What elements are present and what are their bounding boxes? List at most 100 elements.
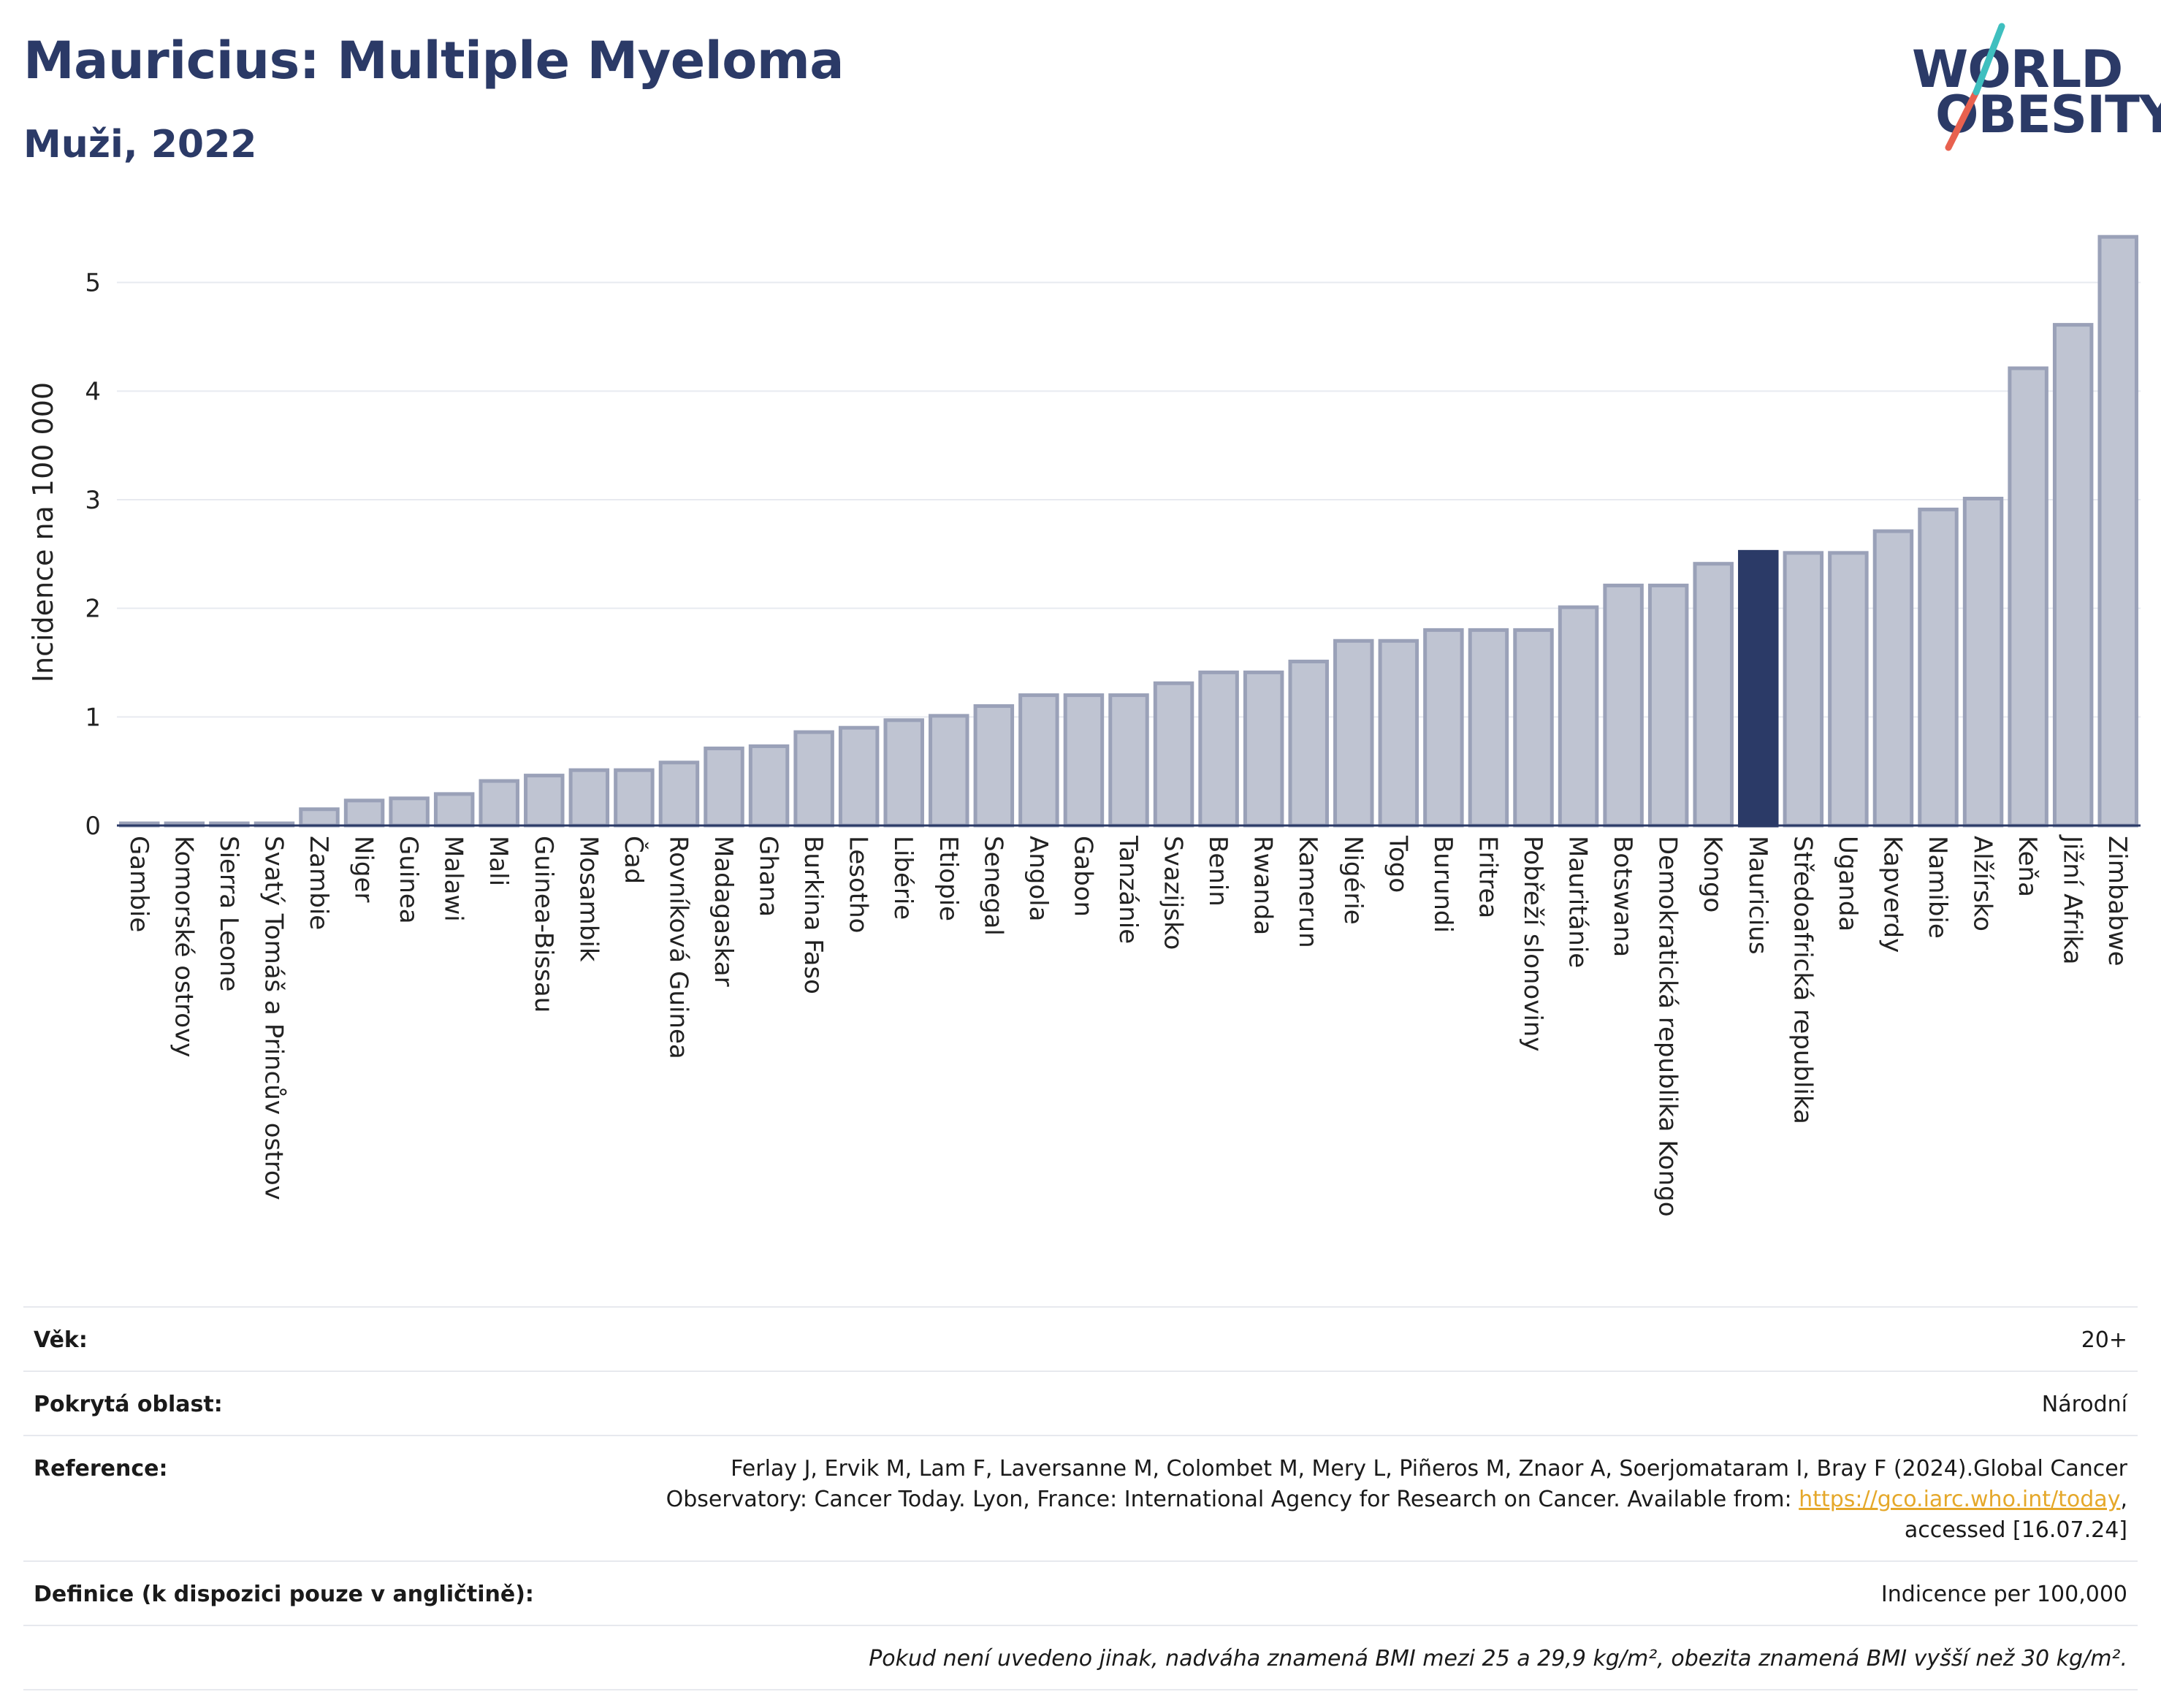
page-title: Mauricius: Multiple Myeloma (23, 31, 845, 91)
bar (1647, 583, 1689, 828)
bar (1288, 660, 1329, 828)
logo-slash-icon (1945, 23, 2005, 151)
bars (117, 235, 2141, 828)
x-tick-label: Svazijsko (1159, 836, 1188, 950)
reference-line-1: Ferlay J, Ervik M, Lam F, Laversanne M, … (731, 1456, 2127, 1482)
bar (1333, 638, 1374, 828)
y-tick-label: 5 (85, 269, 101, 298)
footnote-text: Pokud není uvedeno jinak, nadváha znamen… (869, 1646, 2127, 1671)
info-row-coverage: Pokrytá oblast: Národní (23, 1370, 2138, 1435)
bar (973, 704, 1015, 828)
x-tick-label: Středoafrická republika (1788, 836, 1817, 1124)
bar (524, 774, 565, 828)
bar (2008, 366, 2048, 828)
x-tick-label: Burundi (1428, 836, 1457, 933)
info-table: Věk: 20+ Pokrytá oblast: Národní Referen… (23, 1306, 2138, 1690)
y-axis-label: Incidence na 100 000 (27, 382, 59, 682)
x-tick-label: Lesotho (844, 836, 873, 933)
page-subtitle: Muži, 2022 (23, 123, 257, 167)
bar (2052, 323, 2094, 828)
x-tick-label: Jižní Afrika (2058, 834, 2087, 965)
x-tick-label: Zimbabwe (2103, 836, 2132, 967)
bar (1828, 551, 1869, 828)
x-tick-label: Gambie (124, 836, 153, 932)
bar (1063, 693, 1105, 828)
x-tick-label: Mali (484, 836, 513, 886)
x-tick-label: Gabon (1068, 836, 1097, 917)
bar (568, 768, 610, 828)
x-tick-label: Senegal (978, 836, 1007, 936)
y-tick-label: 1 (85, 703, 101, 732)
x-tick-label: Angola (1024, 836, 1053, 921)
bar (929, 714, 969, 828)
bar (1783, 551, 1824, 828)
reference-line-2-suffix: , (2120, 1487, 2127, 1512)
world-obesity-logo: WORLD OBESITY (1903, 22, 2161, 153)
x-tick-label: Keňa (2013, 836, 2042, 897)
x-tick-label: Guinea-Bissau (529, 836, 558, 1013)
bar-chart: 0 1 2 3 4 5 Gambie Komorské ostrovy Sierra Leon… (27, 235, 2141, 1217)
bar (299, 807, 340, 828)
x-tick-labels: Gambie Komorské ostrovy Sierra Leone Svatý … (124, 834, 2132, 1217)
bar (838, 725, 880, 828)
info-row-reference: Reference: Ferlay J, Ervik M, Lam F, Lav… (23, 1435, 2138, 1560)
y-tick-label: 3 (85, 486, 101, 515)
info-value: 20+ (2081, 1327, 2127, 1353)
bar (1378, 638, 1419, 828)
x-tick-label: Tanzánie (1113, 835, 1143, 944)
bar (1153, 681, 1194, 828)
x-tick-label: Svatý Tomáš a Princův ostrov (259, 836, 288, 1200)
info-footnote: Pokud není uvedeno jinak, nadváha znamen… (23, 1625, 2138, 1690)
x-tick-label: Zambie (304, 836, 333, 930)
info-row-age: Věk: 20+ (23, 1306, 2138, 1370)
y-tick-labels: 0 1 2 3 4 5 (85, 269, 101, 841)
x-tick-label: Demokratická republika Kongo (1653, 836, 1682, 1217)
bar (1108, 693, 1149, 828)
x-tick-label: Mauricius (1743, 836, 1772, 955)
bar (1243, 670, 1284, 828)
x-tick-label: Libérie (888, 836, 918, 920)
bar (1603, 583, 1644, 828)
bar (1018, 693, 1059, 828)
bar (1872, 529, 1914, 828)
bar (1423, 628, 1464, 828)
bar (479, 779, 519, 828)
x-tick-label: Rwanda (1249, 836, 1278, 935)
bar (658, 760, 700, 828)
logo-word-1: WORLD (1912, 39, 2123, 99)
x-tick-label: Nigérie (1338, 836, 1368, 925)
bar (1693, 562, 1734, 828)
reference-line-3: accessed [16.07.24] (1904, 1517, 2127, 1543)
info-label: Pokrytá oblast: (34, 1392, 223, 1417)
bar (1513, 628, 1554, 828)
x-tick-label: Uganda (1833, 836, 1862, 931)
x-tick-label: Malawi (439, 836, 468, 922)
bar (1918, 507, 1959, 828)
x-tick-label: Burkina Faso (799, 836, 828, 994)
x-tick-label: Etiopie (934, 836, 963, 921)
bar (1468, 628, 1509, 828)
x-tick-label: Mosambik (573, 836, 603, 962)
bar (614, 768, 655, 828)
bar (389, 796, 430, 828)
x-tick-label: Madagaskar (709, 836, 738, 987)
bar (343, 798, 385, 828)
x-tick-label: Čad (619, 836, 649, 884)
x-tick-label: Guinea (394, 836, 423, 924)
info-label: Definice (k dispozici pouze v angličtině… (34, 1582, 534, 1607)
x-tick-label: Kamerun (1293, 836, 1322, 948)
bar-highlighted (1738, 549, 1779, 828)
info-label: Věk: (34, 1327, 88, 1353)
reference-line-2: Observatory: Cancer Today. Lyon, France:… (666, 1487, 1799, 1512)
info-label: Reference: (34, 1456, 168, 1482)
info-row-definition: Definice (k dispozici pouze v angličtině… (23, 1560, 2138, 1625)
x-tick-label: Alžírsko (1968, 836, 1997, 931)
x-tick-label: Ghana (754, 836, 783, 917)
x-tick-label: Rovníková Guinea (663, 836, 693, 1059)
bar (883, 718, 924, 828)
reference-link[interactable]: https://gco.iarc.who.int/today (1799, 1487, 2121, 1512)
x-tick-label: Komorské ostrovy (169, 836, 198, 1057)
x-tick-label: Namibie (1923, 836, 1952, 939)
bar (1558, 605, 1599, 828)
info-value: Indicence per 100,000 (1880, 1582, 2127, 1607)
